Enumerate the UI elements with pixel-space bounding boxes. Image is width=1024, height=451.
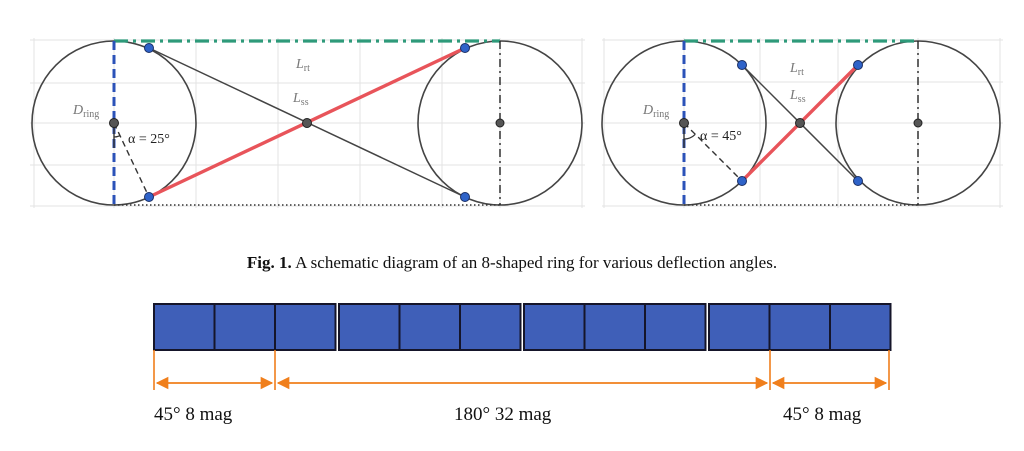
right-center-point-1	[679, 118, 689, 128]
left-lrt-label: Lrt	[295, 57, 310, 74]
right-panel: Dring α = 45° Lrt Lss	[601, 38, 1003, 208]
caption-label: Fig. 1.	[246, 253, 292, 272]
right-tangent-point-top-right	[853, 60, 863, 70]
span-label-45-left: 45° 8 mag	[154, 404, 233, 425]
magnet-blocks	[153, 303, 892, 351]
left-crossing-point	[302, 118, 312, 128]
right-center-point-2	[913, 118, 923, 128]
right-lrt-label: Lrt	[789, 61, 804, 78]
left-center-point-2	[495, 118, 505, 128]
figure-caption: Fig. 1. A schematic diagram of an 8-shap…	[0, 253, 1024, 273]
left-lss-label: Lss	[292, 91, 309, 108]
right-tangent-point-top-left	[737, 60, 747, 70]
span-label-45-right: 45° 8 mag	[783, 404, 862, 425]
left-tangent-point-bottom-right	[460, 192, 470, 202]
right-tangent-point-bottom-left	[737, 176, 747, 186]
caption-text: A schematic diagram of an 8-shaped ring …	[291, 253, 778, 272]
right-crossing-point	[795, 118, 805, 128]
right-alpha-radius-dashed	[683, 122, 743, 182]
magnet-group	[338, 303, 522, 351]
magnet-group	[708, 303, 892, 351]
magnet-row	[153, 303, 892, 390]
left-alpha-label: α = 25°	[128, 132, 170, 147]
left-alpha-radius-dashed	[113, 122, 150, 198]
left-alpha-arc	[113, 135, 121, 138]
magnet-group	[153, 303, 337, 351]
right-d-ring-label: Dring	[642, 103, 669, 120]
left-tangent-point-top-right	[460, 43, 470, 53]
left-tangent-point-top-left	[144, 43, 154, 53]
right-alpha-arc	[683, 133, 696, 140]
span-label-180: 180° 32 mag	[454, 404, 552, 425]
left-center-point-1	[109, 118, 119, 128]
left-panel: Dring α = 25° Lrt Lss	[30, 38, 585, 208]
right-lss-label: Lss	[789, 88, 806, 105]
right-tangent-point-bottom-right	[853, 176, 863, 186]
left-tangent-point-bottom-left	[144, 192, 154, 202]
left-d-ring-label: Dring	[72, 103, 99, 120]
magnet-group	[523, 303, 707, 351]
right-alpha-label: α = 45°	[700, 129, 742, 144]
